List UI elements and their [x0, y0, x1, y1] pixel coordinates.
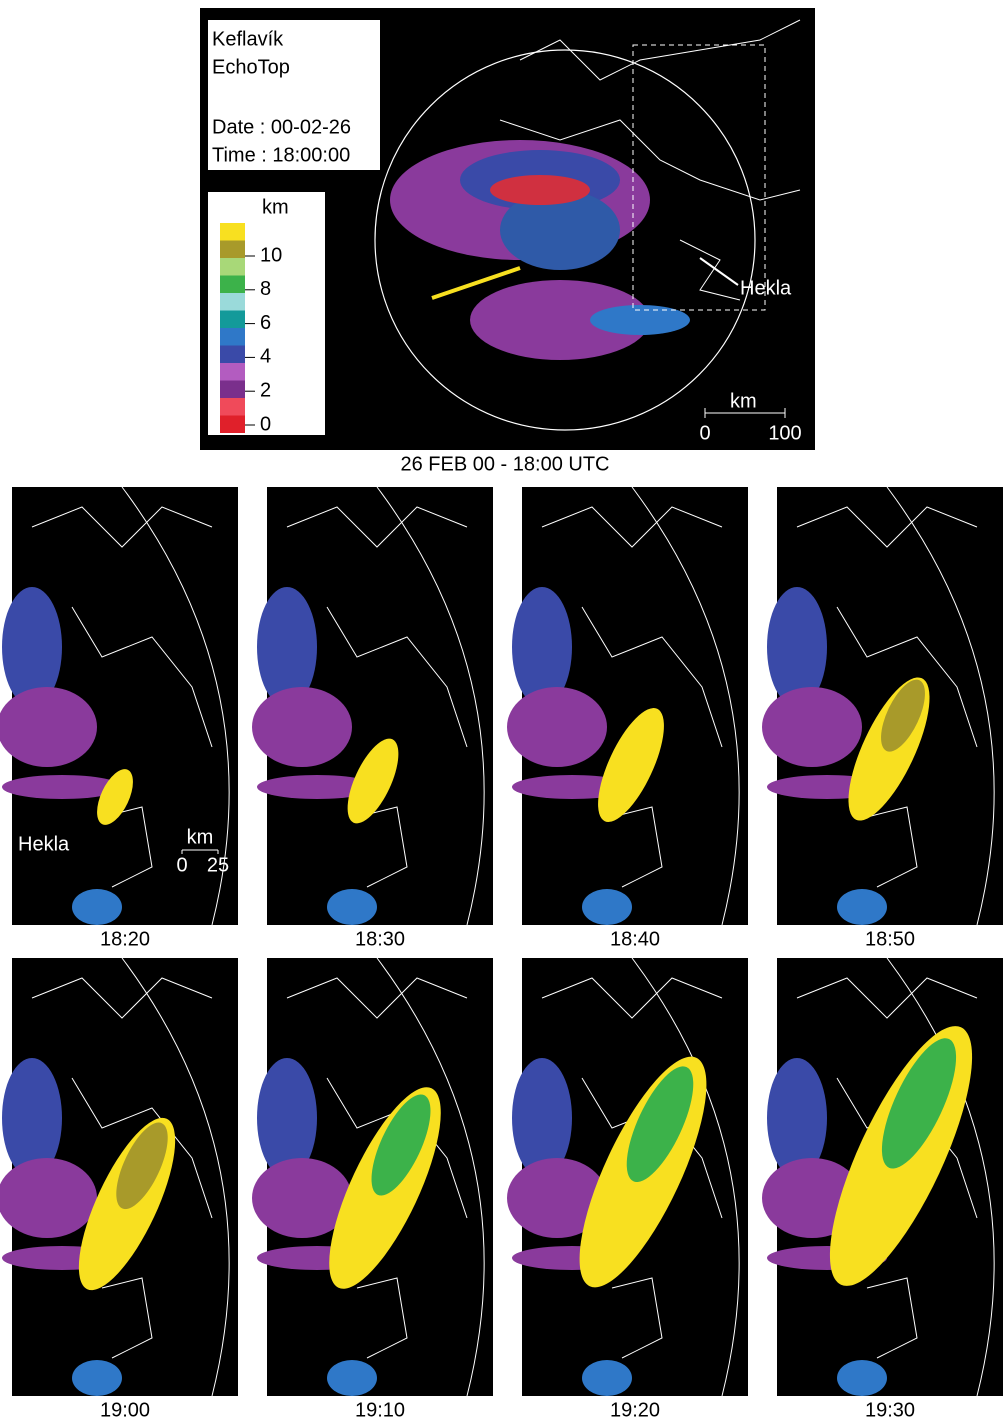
echo: [0, 687, 97, 767]
time-panel: 18:50: [762, 487, 1003, 950]
legend-swatch: [220, 328, 245, 346]
scale-tick-label: 100: [768, 422, 801, 444]
figure: Hekla Keflavík EchoTop Date : 00-02-26 T…: [0, 0, 1005, 1425]
time-panel: 19:10: [252, 958, 493, 1421]
time-panel: 19:30: [762, 958, 1003, 1421]
echo: [582, 1360, 632, 1396]
legend-tick-label: 2: [260, 379, 271, 401]
scale-unit: km: [187, 826, 214, 848]
time-label: 19:10: [355, 1399, 405, 1421]
echo: [252, 687, 352, 767]
legend-tick-label: 6: [260, 312, 271, 334]
legend-swatch: [220, 416, 245, 434]
time-label: 19:30: [865, 1399, 915, 1421]
station: Keflavík: [212, 28, 284, 50]
time: Time : 18:00:00: [212, 144, 350, 166]
legend-tick-label: 4: [260, 346, 271, 368]
legend-swatch: [220, 398, 245, 416]
echo: [762, 687, 862, 767]
scale-tick-label: 25: [207, 854, 229, 876]
legend-swatch: [220, 363, 245, 381]
time-panel: 18:30: [252, 487, 493, 950]
annotation: Hekla: [18, 833, 70, 855]
time-panel: 19:00: [0, 958, 238, 1421]
legend-swatch: [220, 293, 245, 311]
legend-swatch: [220, 276, 245, 294]
echo: [837, 1360, 887, 1396]
time-label: 18:50: [865, 928, 915, 950]
echo: [507, 687, 607, 767]
time-label: 19:20: [610, 1399, 660, 1421]
legend-swatch: [220, 346, 245, 364]
echo: [327, 889, 377, 925]
time-panel: 18:20: [0, 487, 238, 950]
time-panel: 18:40: [507, 487, 748, 950]
echo: [0, 1158, 97, 1238]
legend-swatch: [220, 311, 245, 329]
legend-swatch: [220, 223, 245, 241]
legend-swatch: [220, 258, 245, 276]
time-label: 18:40: [610, 928, 660, 950]
legend-unit: km: [262, 196, 289, 218]
scale-tick-label: 0: [699, 422, 710, 444]
legend-tick-label: 8: [260, 278, 271, 300]
scale-unit: km: [730, 390, 757, 412]
time-label: 19:00: [100, 1399, 150, 1421]
date: Date : 00-02-26: [212, 116, 351, 138]
annotation: Hekla: [740, 277, 792, 299]
legend-tick-label: 10: [260, 244, 282, 266]
time-label: 18:30: [355, 928, 405, 950]
legend-tick-label: 0: [260, 413, 271, 435]
title: 26 FEB 00 - 18:00 UTC: [401, 453, 610, 475]
legend-swatch: [220, 381, 245, 399]
echo: [327, 1360, 377, 1396]
echo: [837, 889, 887, 925]
time-label: 18:20: [100, 928, 150, 950]
time-panel: 19:20: [507, 958, 748, 1421]
legend-swatch: [220, 241, 245, 259]
scale-tick-label: 0: [176, 854, 187, 876]
product: EchoTop: [212, 56, 290, 78]
echo: [582, 889, 632, 925]
echo: [72, 1360, 122, 1396]
echo: [72, 889, 122, 925]
